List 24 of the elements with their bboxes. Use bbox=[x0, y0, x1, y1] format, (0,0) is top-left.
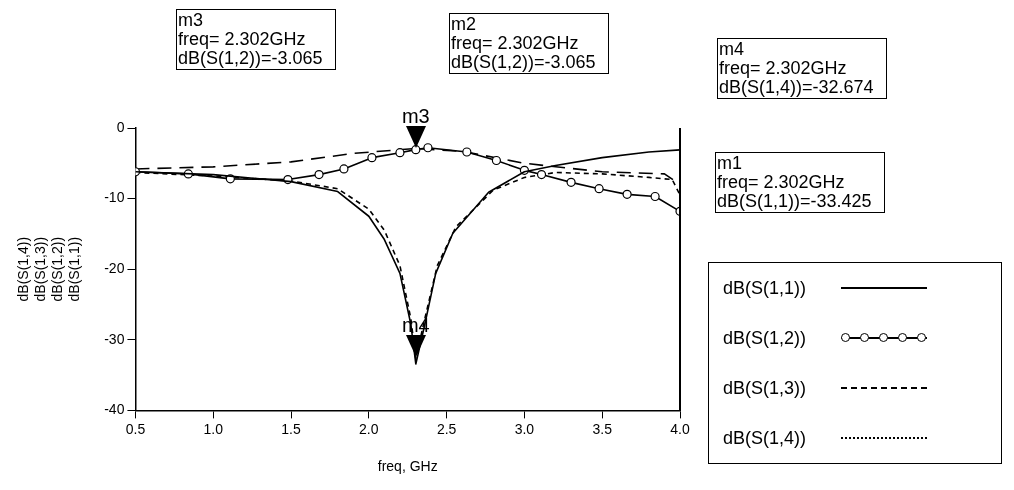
x-axis-title: freq, GHz bbox=[377, 458, 438, 475]
x-tick-label: 1.0 bbox=[203, 420, 224, 437]
legend-label: dB(S(1,1)) bbox=[723, 277, 808, 299]
x-tick-label: 2.5 bbox=[436, 420, 457, 437]
text: m1 freq= 2.302GHz dB(S(1,1))=-33.425 bbox=[715, 152, 885, 213]
legend-label: dB(S(1,4)) bbox=[723, 427, 808, 449]
text: m3 freq= 2.302GHz dB(S(1,2))=-3.065 bbox=[176, 9, 336, 70]
legend-label: dB(S(1,3)) bbox=[723, 377, 808, 399]
annotation: m3 bbox=[401, 105, 430, 128]
y-tick-label: -40 bbox=[104, 401, 125, 418]
x-tick-label: 2.0 bbox=[359, 420, 379, 437]
x-tick-label: 4.0 bbox=[670, 420, 690, 437]
x-tick-label: 3.0 bbox=[514, 420, 535, 437]
y-tick-label: -20 bbox=[104, 260, 125, 277]
y-tick-label: 0 bbox=[116, 118, 125, 135]
y-axis-title: dB(S(1,4)) dB(S(1,3)) dB(S(1,2)) dB(S(1,1)) bbox=[15, 236, 82, 302]
legend-label: dB(S(1,2)) bbox=[723, 327, 808, 349]
text: m2 freq= 2.302GHz dB(S(1,2))=-3.065 bbox=[449, 13, 609, 74]
x-tick-label: 1.5 bbox=[281, 420, 301, 437]
x-tick-label: 0.5 bbox=[125, 420, 146, 437]
y-tick-label: -10 bbox=[104, 189, 125, 206]
y-tick-label: -30 bbox=[104, 330, 125, 347]
x-tick-label: 3.5 bbox=[592, 420, 613, 437]
text: m4 freq= 2.302GHz dB(S(1,4))=-32.674 bbox=[717, 38, 887, 99]
